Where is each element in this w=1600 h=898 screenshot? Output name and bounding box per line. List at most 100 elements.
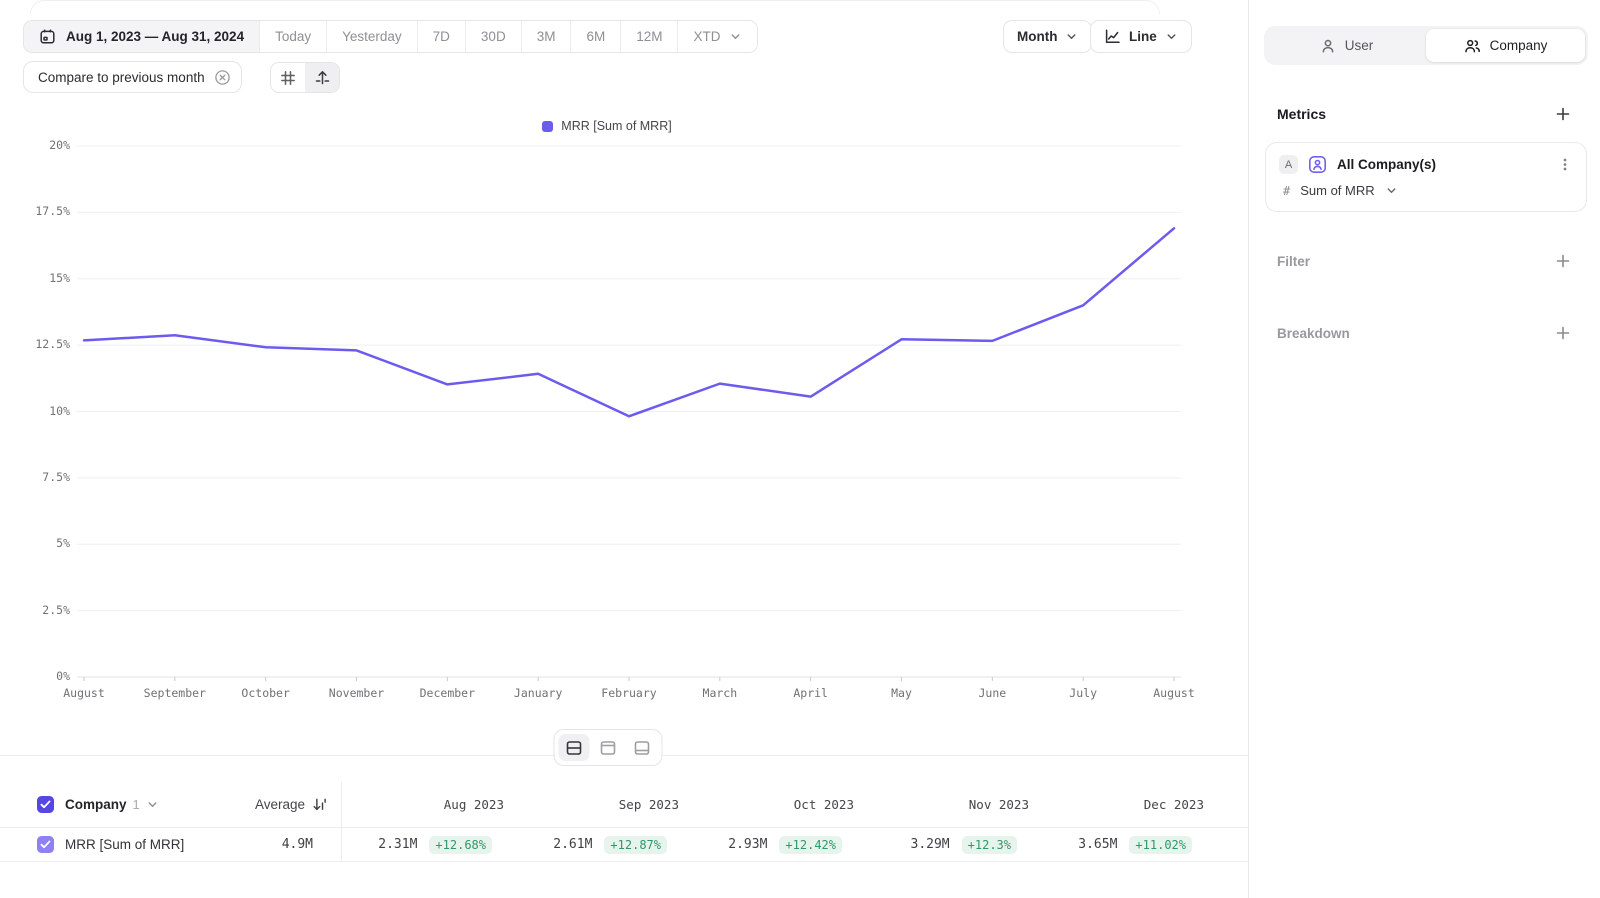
table-cell: 2.31M +12.68%: [342, 835, 517, 854]
plot-area: [77, 145, 1181, 681]
x-axis-tick-label: May: [891, 686, 912, 700]
x-axis-tick-label: December: [419, 686, 476, 700]
breakdown-section: Breakdown: [1277, 323, 1573, 343]
x-axis-tick-label: October: [241, 686, 290, 700]
layout-chart-only-button[interactable]: [593, 734, 624, 761]
metric-entity-name: All Company(s): [1337, 157, 1437, 172]
y-axis-tick-label: 2.5%: [42, 602, 70, 617]
filter-label: Filter: [1277, 253, 1311, 269]
layout-bottom-icon: [634, 740, 651, 756]
chevron-down-icon: [729, 30, 742, 43]
preset-7d[interactable]: 7D: [416, 21, 465, 52]
preset-6m[interactable]: 6M: [570, 21, 621, 52]
x-axis-tick-label: November: [328, 686, 385, 700]
column-header[interactable]: Oct 2023: [793, 797, 854, 812]
check-icon: [40, 840, 51, 849]
chevron-down-icon: [1165, 30, 1178, 43]
config-sidebar: User Company Metrics: [1248, 0, 1600, 898]
legend-swatch: [542, 120, 554, 132]
add-metric-button[interactable]: [1553, 104, 1573, 124]
preset-12m[interactable]: 12M: [620, 21, 678, 52]
gridlines-toggle-button[interactable]: [271, 63, 305, 92]
group-count: 1: [132, 797, 140, 812]
line-chart-icon: [1104, 28, 1121, 45]
column-header[interactable]: Dec 2023: [1143, 797, 1204, 812]
legend-label: MRR [Sum of MRR]: [561, 119, 672, 133]
grid-icon: [280, 70, 296, 86]
layout-split-button[interactable]: [558, 734, 590, 761]
granularity-dropdown[interactable]: Month: [1003, 20, 1093, 53]
kebab-icon: [1558, 157, 1572, 172]
scope-company-option[interactable]: Company: [1426, 29, 1585, 62]
company-icon: [1464, 38, 1481, 54]
table-cell: 2.93M +12.42%: [692, 835, 867, 854]
y-axis-tick-label: 0%: [56, 669, 70, 683]
date-range-button[interactable]: Aug 1, 2023 — Aug 31, 2024: [24, 21, 260, 52]
column-header[interactable]: Nov 2023: [968, 797, 1029, 812]
delta-badge: +11.02%: [1129, 835, 1192, 854]
preset-yesterday[interactable]: Yesterday: [326, 21, 417, 52]
breakdown-label: Breakdown: [1277, 325, 1350, 341]
month-columns-header: Aug 2023 Sep 2023 Oct 2023 Nov 2023 Dec …: [341, 782, 1217, 827]
column-header[interactable]: Aug 2023: [443, 797, 504, 812]
metric-aggregation-selector[interactable]: # Sum of MRR: [1279, 183, 1574, 198]
layout-top-icon: [600, 740, 617, 756]
metrics-section-header: Metrics: [1277, 104, 1573, 124]
plus-icon: [1555, 325, 1571, 341]
layout-toggle-group: [553, 729, 663, 766]
plus-icon: [1555, 106, 1571, 122]
layout-split-icon: [566, 740, 583, 756]
delta-badge: +12.87%: [604, 835, 667, 854]
table-cell: 2.61M +12.87%: [517, 835, 692, 854]
metrics-title: Metrics: [1277, 106, 1327, 122]
preset-today[interactable]: Today: [259, 21, 327, 52]
y-axis-tick-label: 15%: [49, 270, 70, 285]
add-breakdown-button[interactable]: [1553, 323, 1573, 343]
metric-card-header: A All Company(s): [1279, 155, 1574, 174]
row-average-value: 4.9M: [281, 837, 313, 852]
average-column-label: Average: [254, 797, 305, 812]
user-icon: [1320, 38, 1336, 54]
chevron-down-icon[interactable]: [146, 798, 159, 811]
month-cells: 2.31M +12.68% 2.61M +12.87% 2.93M +12.42…: [341, 828, 1217, 861]
x-axis-tick-label: January: [513, 686, 563, 700]
y-axis-tick-label: 5%: [56, 536, 70, 551]
column-header[interactable]: Sep 2023: [618, 797, 679, 812]
arrow-up-from-line-icon: [314, 69, 331, 86]
y-axis-tick-label: 10%: [49, 403, 70, 418]
table-row-left: MRR [Sum of MRR] 4.9M: [0, 828, 341, 861]
trend-toggle-button[interactable]: [305, 63, 339, 92]
date-range-label: Aug 1, 2023 — Aug 31, 2024: [66, 29, 245, 44]
plus-icon: [1555, 253, 1571, 269]
chart-option-toggles: [270, 62, 340, 93]
group-by-label[interactable]: Company: [65, 797, 127, 812]
mrr-line-chart[interactable]: 20% 17.5% 15% 12.5% 10% 7.5% 5% 2.5% 0% August Sep…: [0, 138, 1248, 709]
metric-card[interactable]: A All Company(s) # Sum of MRR: [1265, 142, 1587, 212]
table-cell: 3.65M +11.02%: [1042, 835, 1217, 854]
x-axis-tick-label: February: [601, 686, 657, 700]
layout-table-only-button[interactable]: [627, 734, 658, 761]
x-axis-tick-label: March: [702, 686, 738, 700]
y-axis-tick-label: 17.5%: [35, 204, 70, 219]
row-checkbox[interactable]: [37, 836, 54, 853]
close-circle-icon[interactable]: [214, 69, 231, 86]
x-axis-tick-label: July: [1069, 686, 1098, 700]
preset-30d[interactable]: 30D: [464, 21, 521, 52]
x-axis-tick-label: September: [143, 686, 206, 700]
filter-section: Filter: [1277, 251, 1573, 271]
select-all-checkbox[interactable]: [37, 796, 54, 813]
delta-badge: +12.3%: [961, 835, 1017, 854]
table-row[interactable]: MRR [Sum of MRR] 4.9M 2.31M +12.68% 2.61…: [0, 827, 1248, 862]
compare-chip[interactable]: Compare to previous month: [23, 61, 242, 93]
x-axis-tick-label: August: [1153, 686, 1195, 700]
sort-icon[interactable]: [312, 797, 327, 812]
preset-xtd-dropdown[interactable]: XTD: [677, 21, 758, 52]
row-metric-label: MRR [Sum of MRR]: [65, 837, 185, 852]
scope-user-option[interactable]: User: [1267, 29, 1426, 62]
add-filter-button[interactable]: [1553, 251, 1573, 271]
metric-options-button[interactable]: [1556, 155, 1574, 174]
check-icon: [40, 800, 51, 809]
y-axis-tick-label: 20%: [49, 138, 70, 152]
chart-type-dropdown[interactable]: Line: [1090, 20, 1192, 53]
preset-3m[interactable]: 3M: [520, 21, 571, 52]
